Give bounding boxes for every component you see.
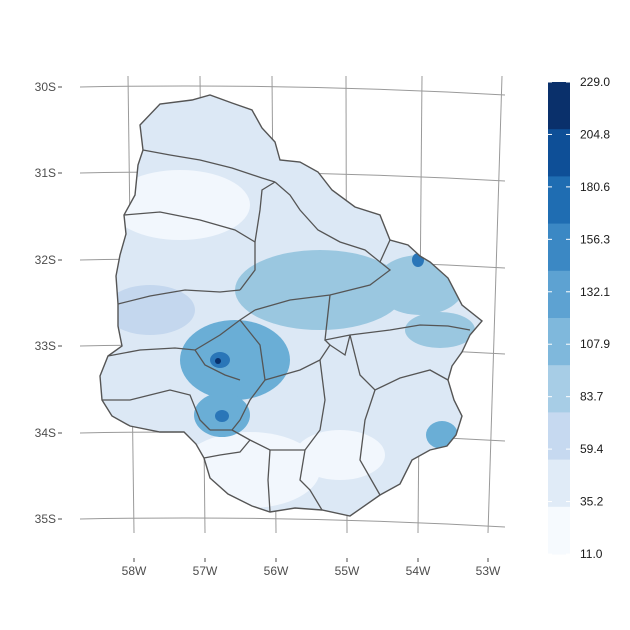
longitude-axis: 58W 57W 56W 55W 54W 53W [122,558,501,578]
department-borders [102,149,471,513]
high-value-region-east [405,312,475,348]
low-value-region-south [180,432,320,508]
country-shape [99,94,484,517]
legend-color-swatch [548,459,570,508]
longitude-tick-label: 56W [264,564,289,578]
max-value-spot [215,358,221,364]
longitude-tick-label: 53W [476,564,501,578]
legend-color-swatch [548,318,570,366]
legend-color-swatch [548,129,570,177]
legend-tick-label: 156.3 [580,232,610,246]
border-central-east [254,261,392,311]
border-san-jose [203,439,251,459]
legend-tick-label: 132.1 [580,285,610,299]
country-outline [99,94,484,517]
low-value-region-northwest [110,170,250,240]
border-montevideo [267,449,271,513]
legend-color-swatch [548,412,570,461]
legend-color-swatch [548,82,570,130]
latitude-tick-label: 31S [35,166,56,180]
legend-tick-label: 11.0 [580,547,603,561]
border-north-artigas [142,149,276,183]
legend-tick-label: 229.0 [580,75,610,89]
mid-value-region-west [105,285,195,335]
legend-color-swatch [548,365,570,413]
legend-tick-label: 180.6 [580,180,610,194]
latitude-axis: 30S 31S 32S 33S 34S 35S [35,80,62,526]
legend-color-swatch [548,506,570,555]
border-rocha [349,334,449,391]
legend-color-swatch [548,223,570,272]
border-colonia-north [102,389,211,431]
legend-tick-label: 59.4 [580,442,604,456]
peak-value-spot-2 [215,410,229,422]
latitude-tick-label: 33S [35,339,56,353]
legend-tick-label: 107.9 [580,337,610,351]
legend-tick-label: 35.2 [580,495,604,509]
color-legend: 229.0 204.8 180.6 156.3 132.1 107.9 83.7 59.4 35… [548,75,610,561]
latitude-tick-label: 30S [35,80,56,94]
legend-tick-label: 83.7 [580,390,604,404]
longitude-gridline [487,75,503,534]
higher-value-region-southeast [426,421,458,449]
high-value-region-central [235,250,405,330]
longitude-tick-label: 58W [122,564,147,578]
latitude-gridline [79,85,506,96]
border-salto-paysandu [123,211,256,243]
border-rio-negro-river [194,349,241,381]
longitude-tick-label: 55W [335,564,360,578]
border-tacuarembo-west [254,181,276,243]
longitude-tick-label: 54W [406,564,431,578]
latitude-tick-label: 32S [35,253,56,267]
low-value-region-south-central [295,430,385,480]
latitude-tick-label: 35S [35,512,56,526]
border-maldonado [359,389,381,496]
latitude-tick-label: 34S [35,426,56,440]
legend-tick-label: 204.8 [580,127,610,141]
higher-value-region-southwest [180,320,290,400]
border-durazno-north [239,242,256,291]
longitude-tick-label: 57W [193,564,218,578]
latitude-gridline [79,517,506,528]
border-rivera-tacuarembo [274,181,391,264]
border-paysandu-rionegro [117,289,241,305]
border-maldonado-lavalleja [329,334,351,357]
legend-color-swatch [548,176,570,225]
legend-color-swatch [548,270,570,319]
